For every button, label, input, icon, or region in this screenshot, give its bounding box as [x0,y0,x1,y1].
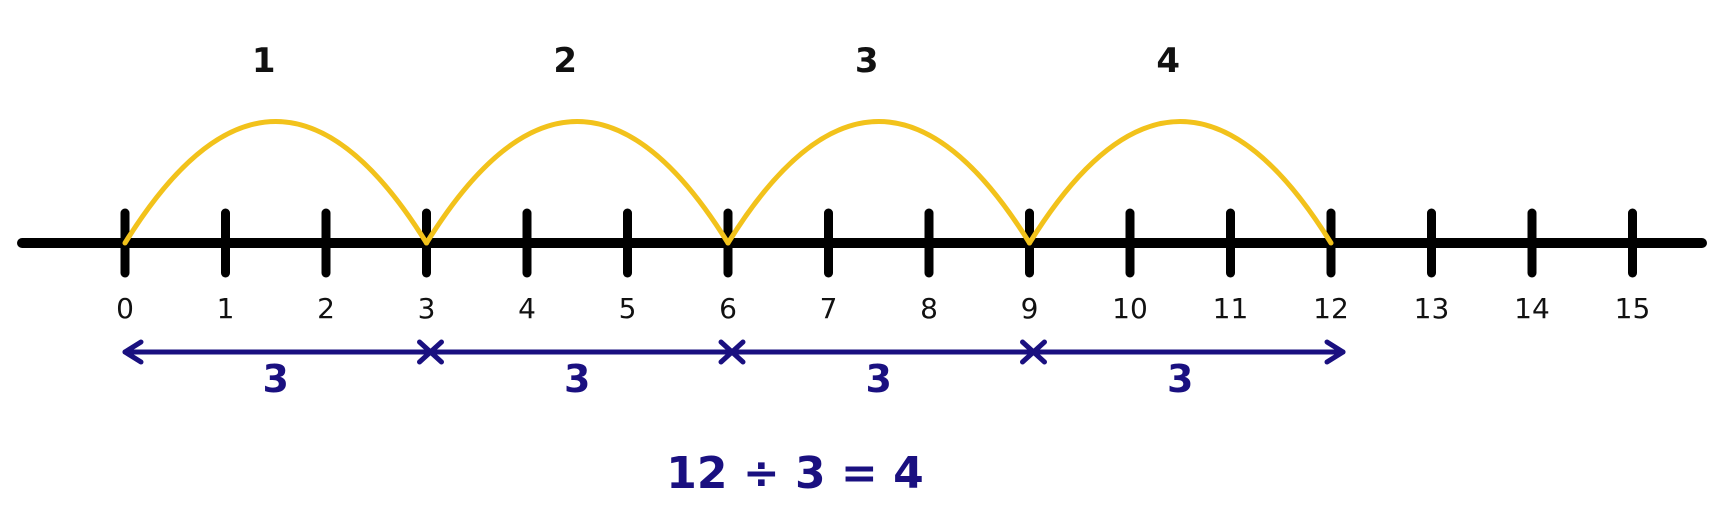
tick-label: 7 [820,292,838,325]
jump-label: 2 [553,41,577,81]
jump-arc [122,119,429,246]
jump-label: 3 [855,41,879,81]
tick-label: 8 [920,292,938,325]
tick-label: 9 [1021,292,1039,325]
jump-label: 1 [252,41,276,81]
segment-arrows [122,339,1346,365]
segment-divider-mark [718,339,746,365]
tick-label: 3 [418,292,436,325]
tick-label: 0 [116,292,134,325]
tick-label: 6 [719,292,737,325]
tick-label: 12 [1313,292,1349,325]
jump-arc [725,119,1032,246]
jump-labels: 1 2 3 4 [252,41,1180,81]
tick-label: 4 [518,292,536,325]
arrowhead-left [122,339,144,365]
tick-labels: 0 1 2 3 4 5 6 7 8 9 10 11 12 13 14 15 [116,292,1650,325]
tick-label: 5 [619,292,637,325]
segment-label: 3 [263,357,289,401]
segment-divider-mark [417,339,444,365]
equation: 12 ÷ 3 = 4 [666,448,923,499]
segment-label: 3 [564,357,590,401]
jump-label: 4 [1156,41,1180,81]
segment-label: 3 [1167,357,1193,401]
tick-label: 11 [1213,292,1249,325]
tick-label: 15 [1615,292,1651,325]
jump-arc [424,119,731,246]
tick-label: 2 [317,292,335,325]
jump-arc [1027,119,1334,246]
tick-label: 14 [1514,292,1550,325]
segment-divider-mark [1020,339,1047,365]
tick-label: 1 [217,292,235,325]
jump-arcs [122,119,1334,246]
segment-label: 3 [866,357,892,401]
tick-label: 13 [1414,292,1450,325]
tick-label: 10 [1112,292,1148,325]
arrowhead-right [1324,339,1346,365]
segment-labels: 3 3 3 3 [263,357,1194,401]
